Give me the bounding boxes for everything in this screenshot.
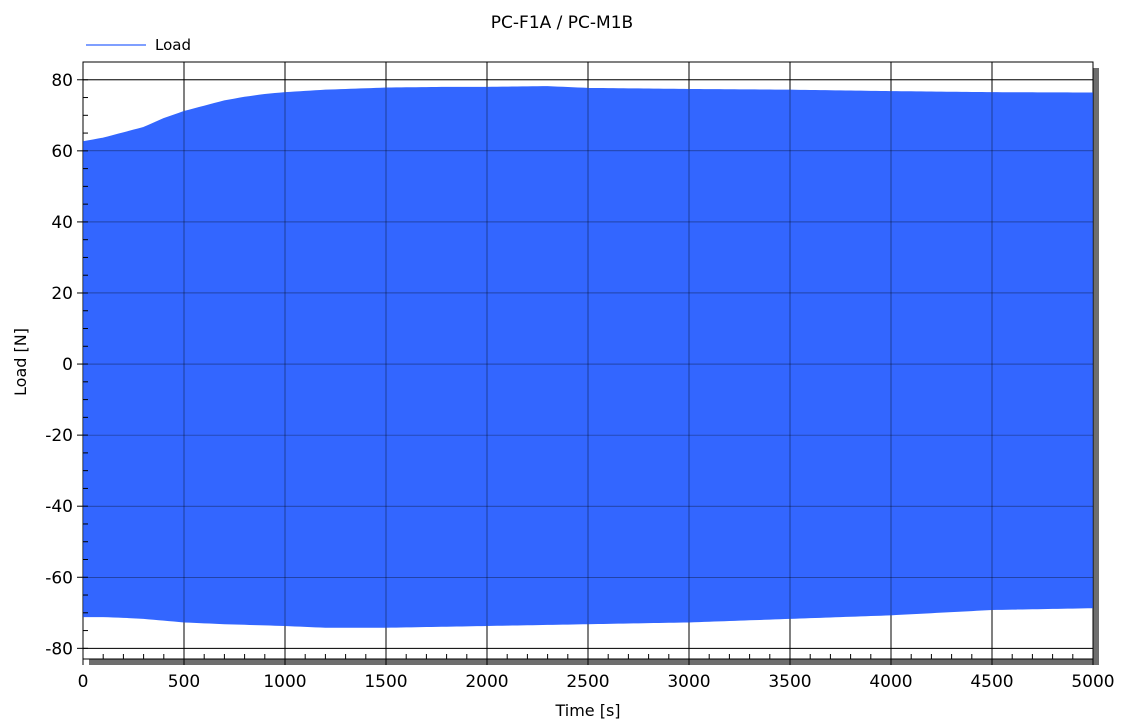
- grid-overlay: [82, 62, 1094, 659]
- x-axis-title: Time [s]: [554, 701, 620, 720]
- y-tick-label: -20: [45, 426, 73, 446]
- x-tick-label: 1500: [364, 672, 407, 692]
- y-tick-label: 0: [62, 355, 73, 375]
- x-tick-label: 500: [168, 672, 200, 692]
- chart-title: PC-F1A / PC-M1B: [491, 13, 633, 33]
- y-tick-label: 20: [51, 284, 73, 304]
- x-tick-label: 2000: [465, 672, 508, 692]
- y-tick-label: -60: [45, 568, 73, 588]
- y-tick-label: -40: [45, 497, 73, 517]
- y-axis-ticks: -80 -60 -40 -20 0 20 40 60 80: [45, 71, 83, 659]
- y-tick-label: 80: [51, 71, 73, 91]
- load-cycles: [83, 86, 1093, 628]
- x-tick-label: 0: [78, 672, 89, 692]
- x-tick-label: 5000: [1071, 672, 1114, 692]
- y-axis-title: Load [N]: [11, 328, 30, 396]
- minor-ticks: [82, 79, 1094, 659]
- y-tick-label: 40: [51, 213, 73, 233]
- x-tick-label: 1000: [263, 672, 306, 692]
- y-tick-label: 60: [51, 142, 73, 162]
- x-tick-label: 3000: [667, 672, 710, 692]
- x-tick-label: 4000: [869, 672, 912, 692]
- plot-frame-shadow-bottom: [89, 659, 1099, 665]
- x-axis-ticks: 0 500 1000 1500 2000 2500 3000 3500 4000 4500 5000: [78, 659, 1115, 692]
- plot-frame-shadow-right: [1093, 68, 1099, 665]
- y-tick-label: -80: [45, 639, 73, 659]
- x-tick-label: 2500: [566, 672, 609, 692]
- legend-label-load: Load: [155, 36, 191, 54]
- x-tick-label: 4500: [970, 672, 1013, 692]
- x-tick-label: 3500: [768, 672, 811, 692]
